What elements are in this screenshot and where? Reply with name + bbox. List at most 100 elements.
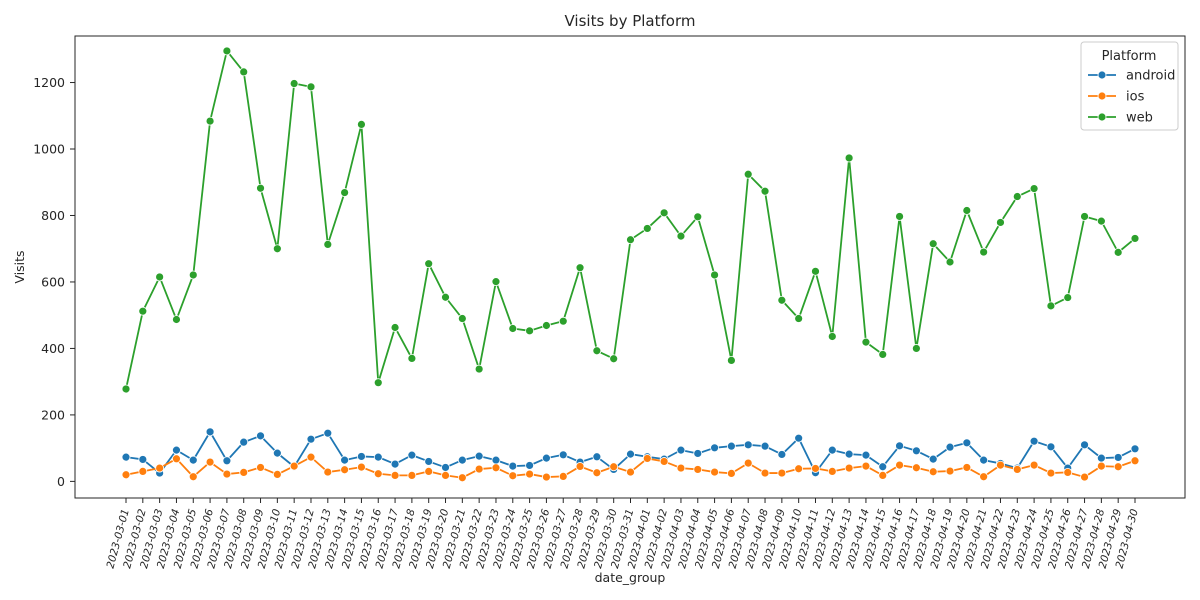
data-point-ios xyxy=(945,466,955,476)
data-point-ios xyxy=(491,463,501,473)
data-point-web xyxy=(424,259,434,269)
legend-title: Platform xyxy=(1102,49,1157,64)
y-axis-ticks: 0 200 400 600 800 1000 1200 xyxy=(33,75,75,489)
data-point-web xyxy=(1029,184,1039,193)
data-point-ios xyxy=(727,469,736,478)
data-point-android xyxy=(676,445,686,455)
data-point-web xyxy=(693,212,703,222)
data-point-ios xyxy=(626,467,635,477)
x-axis-label: date_group xyxy=(595,570,666,585)
data-point-web xyxy=(575,263,585,273)
data-point-web xyxy=(911,344,921,353)
data-point-android xyxy=(979,455,989,465)
data-point-ios xyxy=(457,473,467,483)
data-point-ios xyxy=(794,464,804,474)
data-point-android xyxy=(323,428,333,438)
data-point-android xyxy=(777,450,787,459)
data-point-android xyxy=(474,451,484,461)
data-point-web xyxy=(222,46,232,56)
y-tick-label: 1200 xyxy=(33,75,65,90)
data-point-web xyxy=(710,270,719,280)
data-point-web xyxy=(861,337,871,347)
data-point-web xyxy=(811,266,820,276)
data-point-android xyxy=(693,449,703,458)
y-tick-label: 1000 xyxy=(33,142,65,157)
data-point-android xyxy=(373,452,383,462)
data-point-ios xyxy=(659,457,669,466)
data-point-android xyxy=(945,442,955,452)
data-point-ios xyxy=(861,461,871,471)
data-point-ios xyxy=(777,468,787,478)
data-point-web xyxy=(441,292,450,302)
data-point-ios xyxy=(676,463,686,473)
data-point-android xyxy=(491,455,501,465)
data-point-android xyxy=(390,459,400,469)
legend-marker-ios xyxy=(1097,91,1107,101)
data-point-android xyxy=(407,450,417,460)
data-point-android xyxy=(172,445,181,455)
data-point-ios xyxy=(760,468,770,478)
data-point-ios xyxy=(205,457,215,467)
data-point-web xyxy=(373,378,383,388)
y-axis-label: Visits xyxy=(12,250,27,283)
data-point-ios xyxy=(1046,468,1056,478)
data-point-web xyxy=(558,316,568,326)
legend-label-ios: ios xyxy=(1126,90,1145,105)
data-point-ios xyxy=(1063,468,1073,477)
data-point-ios xyxy=(542,472,551,482)
data-point-web xyxy=(878,350,888,359)
data-point-ios xyxy=(558,471,568,481)
data-point-ios xyxy=(811,464,820,473)
data-point-android xyxy=(928,454,938,464)
data-point-android xyxy=(962,438,972,448)
data-point-web xyxy=(743,169,753,179)
data-point-android xyxy=(794,433,804,443)
data-point-web xyxy=(1012,192,1022,201)
legend-marker-android xyxy=(1097,70,1107,80)
data-point-web xyxy=(542,321,551,330)
data-point-android xyxy=(760,441,770,451)
data-point-web xyxy=(996,218,1005,227)
data-point-web xyxy=(1046,301,1056,311)
data-point-ios xyxy=(827,467,837,476)
data-point-web xyxy=(642,224,652,233)
data-point-ios xyxy=(390,470,400,480)
data-point-ios xyxy=(508,471,518,481)
data-point-web xyxy=(827,332,837,341)
data-point-android xyxy=(827,445,837,455)
data-point-web xyxy=(1080,212,1089,221)
data-point-android xyxy=(878,462,888,472)
data-point-android xyxy=(727,441,736,451)
data-point-ios xyxy=(138,467,148,476)
data-point-android xyxy=(592,452,602,462)
data-point-android xyxy=(911,446,921,456)
data-point-web xyxy=(928,239,938,249)
data-point-ios xyxy=(1130,456,1140,466)
data-point-ios xyxy=(373,469,383,479)
y-tick-label: 400 xyxy=(41,341,65,356)
data-point-web xyxy=(239,67,249,77)
data-point-ios xyxy=(357,462,366,472)
data-point-android xyxy=(306,434,316,444)
data-point-android xyxy=(340,455,350,465)
legend-label-android: android xyxy=(1126,69,1175,84)
data-point-android xyxy=(222,456,232,466)
data-point-web xyxy=(138,306,148,316)
data-point-ios xyxy=(323,467,333,477)
data-point-ios xyxy=(407,470,417,480)
data-point-web xyxy=(626,235,635,245)
data-point-ios xyxy=(743,458,753,468)
data-point-android xyxy=(205,427,215,437)
data-point-web xyxy=(172,315,181,324)
data-point-android xyxy=(441,463,450,472)
y-tick-label: 600 xyxy=(41,274,65,289)
data-point-ios xyxy=(155,463,165,473)
data-point-web xyxy=(407,354,417,363)
data-point-ios xyxy=(1080,472,1089,482)
data-point-android xyxy=(1113,453,1123,462)
data-point-ios xyxy=(575,462,585,471)
data-point-ios xyxy=(1113,462,1123,472)
data-point-web xyxy=(357,120,366,129)
y-tick-label: 0 xyxy=(57,474,65,489)
